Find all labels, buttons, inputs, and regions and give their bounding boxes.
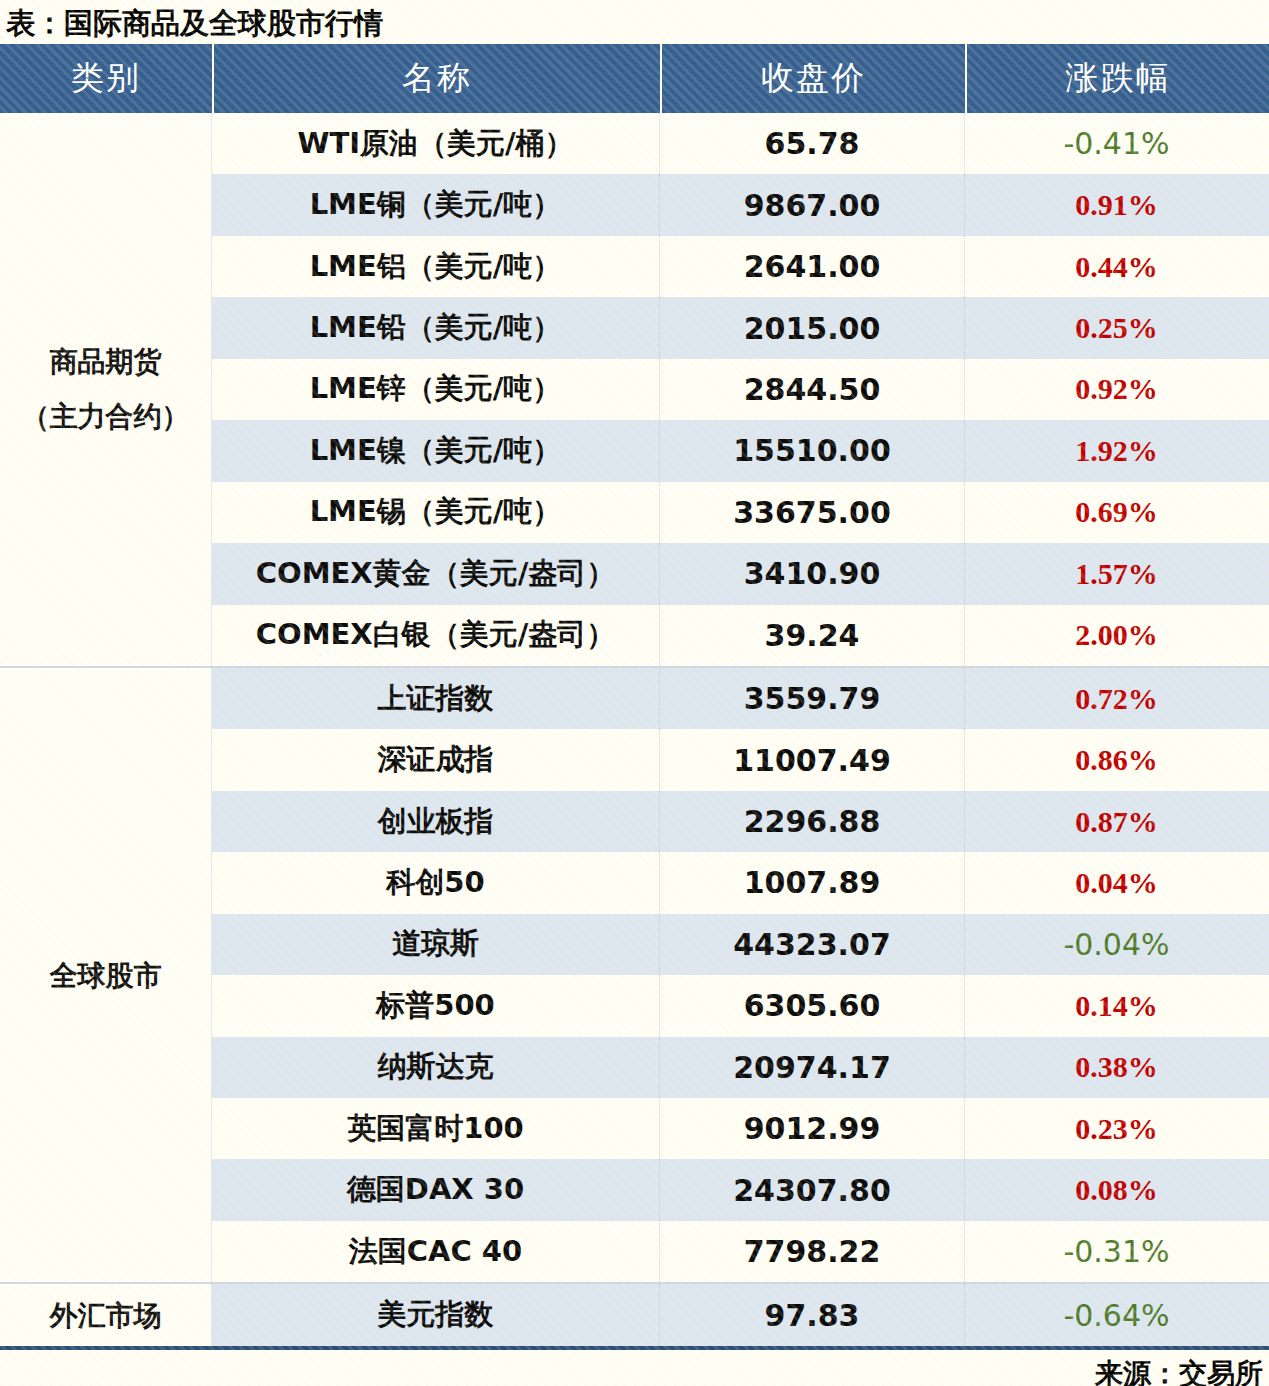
- change-pct-cell: 0.25%: [964, 297, 1268, 358]
- name-cell: 上证指数: [212, 668, 659, 729]
- close-price-cell: 9012.99: [659, 1098, 964, 1159]
- close-price-cell: 97.83: [659, 1284, 964, 1345]
- name-cell: 创业板指: [212, 791, 659, 852]
- header-category: 类别: [0, 44, 212, 113]
- table-row: 创业板指2296.880.87%: [212, 791, 1269, 852]
- header-name: 名称: [212, 44, 660, 113]
- table-row: LME镍（美元/吨）15510.001.92%: [212, 420, 1269, 481]
- header-close: 收盘价: [660, 44, 965, 113]
- name-cell: LME铝（美元/吨）: [212, 236, 659, 297]
- change-pct-cell: 0.04%: [964, 852, 1268, 913]
- change-pct-cell: -0.04%: [964, 914, 1268, 975]
- name-cell: 法国CAC 40: [212, 1221, 659, 1282]
- group-rows: 上证指数3559.790.72%深证成指11007.490.86%创业板指229…: [212, 668, 1269, 1282]
- change-pct-cell: 0.14%: [964, 975, 1268, 1036]
- change-pct-cell: 2.00%: [964, 605, 1268, 666]
- name-cell: COMEX白银（美元/盎司）: [212, 605, 659, 666]
- table-row: WTI原油（美元/桶）65.78-0.41%: [212, 113, 1269, 174]
- table-body: 商品期货 （主力合约）WTI原油（美元/桶）65.78-0.41%LME铜（美元…: [0, 113, 1269, 1346]
- close-price-cell: 2844.50: [659, 359, 964, 420]
- category-cell: 商品期货 （主力合约）: [0, 113, 212, 666]
- close-price-cell: 44323.07: [659, 914, 964, 975]
- change-pct-cell: -0.41%: [964, 113, 1268, 174]
- name-cell: 道琼斯: [212, 914, 659, 975]
- close-price-cell: 39.24: [659, 605, 964, 666]
- change-pct-cell: 1.57%: [964, 543, 1268, 604]
- close-price-cell: 2296.88: [659, 791, 964, 852]
- close-price-cell: 1007.89: [659, 852, 964, 913]
- name-cell: LME锡（美元/吨）: [212, 482, 659, 543]
- table-row: 深证成指11007.490.86%: [212, 729, 1269, 790]
- change-pct-cell: 0.92%: [964, 359, 1268, 420]
- table-row: 道琼斯44323.07-0.04%: [212, 914, 1269, 975]
- change-pct-cell: 0.69%: [964, 482, 1268, 543]
- table-row: 上证指数3559.790.72%: [212, 668, 1269, 729]
- table-row: 法国CAC 407798.22-0.31%: [212, 1221, 1269, 1282]
- name-cell: 深证成指: [212, 729, 659, 790]
- name-cell: LME铅（美元/吨）: [212, 297, 659, 358]
- change-pct-cell: 0.91%: [964, 174, 1268, 235]
- change-pct-cell: 0.38%: [964, 1037, 1268, 1098]
- table-row: COMEX黄金（美元/盎司）3410.901.57%: [212, 543, 1269, 604]
- close-price-cell: 3559.79: [659, 668, 964, 729]
- table-row: 标普5006305.600.14%: [212, 975, 1269, 1036]
- change-pct-cell: 0.23%: [964, 1098, 1268, 1159]
- close-price-cell: 7798.22: [659, 1221, 964, 1282]
- table-row: 纳斯达克20974.170.38%: [212, 1037, 1269, 1098]
- name-cell: LME镍（美元/吨）: [212, 420, 659, 481]
- group-rows: WTI原油（美元/桶）65.78-0.41%LME铜（美元/吨）9867.000…: [212, 113, 1269, 666]
- close-price-cell: 65.78: [659, 113, 964, 174]
- change-pct-cell: -0.31%: [964, 1221, 1268, 1282]
- table-row: 德国DAX 3024307.800.08%: [212, 1159, 1269, 1220]
- close-price-cell: 11007.49: [659, 729, 964, 790]
- table-row: 科创501007.890.04%: [212, 852, 1269, 913]
- close-price-cell: 33675.00: [659, 482, 964, 543]
- close-price-cell: 15510.00: [659, 420, 964, 481]
- table-row: LME铅（美元/吨）2015.000.25%: [212, 297, 1269, 358]
- table-header-row: 类别 名称 收盘价 涨跌幅: [0, 44, 1269, 113]
- table-row: LME锌（美元/吨）2844.500.92%: [212, 359, 1269, 420]
- market-table: 类别 名称 收盘价 涨跌幅 商品期货 （主力合约）WTI原油（美元/桶）65.7…: [0, 44, 1269, 1350]
- name-cell: 美元指数: [212, 1284, 659, 1345]
- page-title: 表：国际商品及全球股市行情: [0, 0, 1269, 44]
- change-pct-cell: 0.86%: [964, 729, 1268, 790]
- group-rows: 美元指数97.83-0.64%: [212, 1284, 1269, 1345]
- table-row: LME锡（美元/吨）33675.000.69%: [212, 482, 1269, 543]
- category-group: 外汇市场美元指数97.83-0.64%: [0, 1282, 1269, 1345]
- close-price-cell: 24307.80: [659, 1159, 964, 1220]
- table-row: LME铜（美元/吨）9867.000.91%: [212, 174, 1269, 235]
- name-cell: 科创50: [212, 852, 659, 913]
- name-cell: COMEX黄金（美元/盎司）: [212, 543, 659, 604]
- source-note: 来源：交易所: [0, 1350, 1269, 1386]
- change-pct-cell: 0.08%: [964, 1159, 1268, 1220]
- name-cell: 纳斯达克: [212, 1037, 659, 1098]
- category-cell: 外汇市场: [0, 1284, 212, 1345]
- table-row: 美元指数97.83-0.64%: [212, 1284, 1269, 1345]
- category-cell: 全球股市: [0, 668, 212, 1282]
- name-cell: 德国DAX 30: [212, 1159, 659, 1220]
- change-pct-cell: 0.87%: [964, 791, 1268, 852]
- table-row: 英国富时1009012.990.23%: [212, 1098, 1269, 1159]
- name-cell: 英国富时100: [212, 1098, 659, 1159]
- change-pct-cell: -0.64%: [964, 1284, 1268, 1345]
- close-price-cell: 3410.90: [659, 543, 964, 604]
- close-price-cell: 20974.17: [659, 1037, 964, 1098]
- table-row: LME铝（美元/吨）2641.000.44%: [212, 236, 1269, 297]
- close-price-cell: 2641.00: [659, 236, 964, 297]
- category-group: 全球股市上证指数3559.790.72%深证成指11007.490.86%创业板…: [0, 666, 1269, 1282]
- name-cell: LME锌（美元/吨）: [212, 359, 659, 420]
- close-price-cell: 6305.60: [659, 975, 964, 1036]
- close-price-cell: 9867.00: [659, 174, 964, 235]
- name-cell: WTI原油（美元/桶）: [212, 113, 659, 174]
- name-cell: 标普500: [212, 975, 659, 1036]
- close-price-cell: 2015.00: [659, 297, 964, 358]
- name-cell: LME铜（美元/吨）: [212, 174, 659, 235]
- header-change: 涨跌幅: [965, 44, 1269, 113]
- category-group: 商品期货 （主力合约）WTI原油（美元/桶）65.78-0.41%LME铜（美元…: [0, 113, 1269, 666]
- change-pct-cell: 0.72%: [964, 668, 1268, 729]
- table-row: COMEX白银（美元/盎司）39.242.00%: [212, 605, 1269, 666]
- change-pct-cell: 1.92%: [964, 420, 1268, 481]
- change-pct-cell: 0.44%: [964, 236, 1268, 297]
